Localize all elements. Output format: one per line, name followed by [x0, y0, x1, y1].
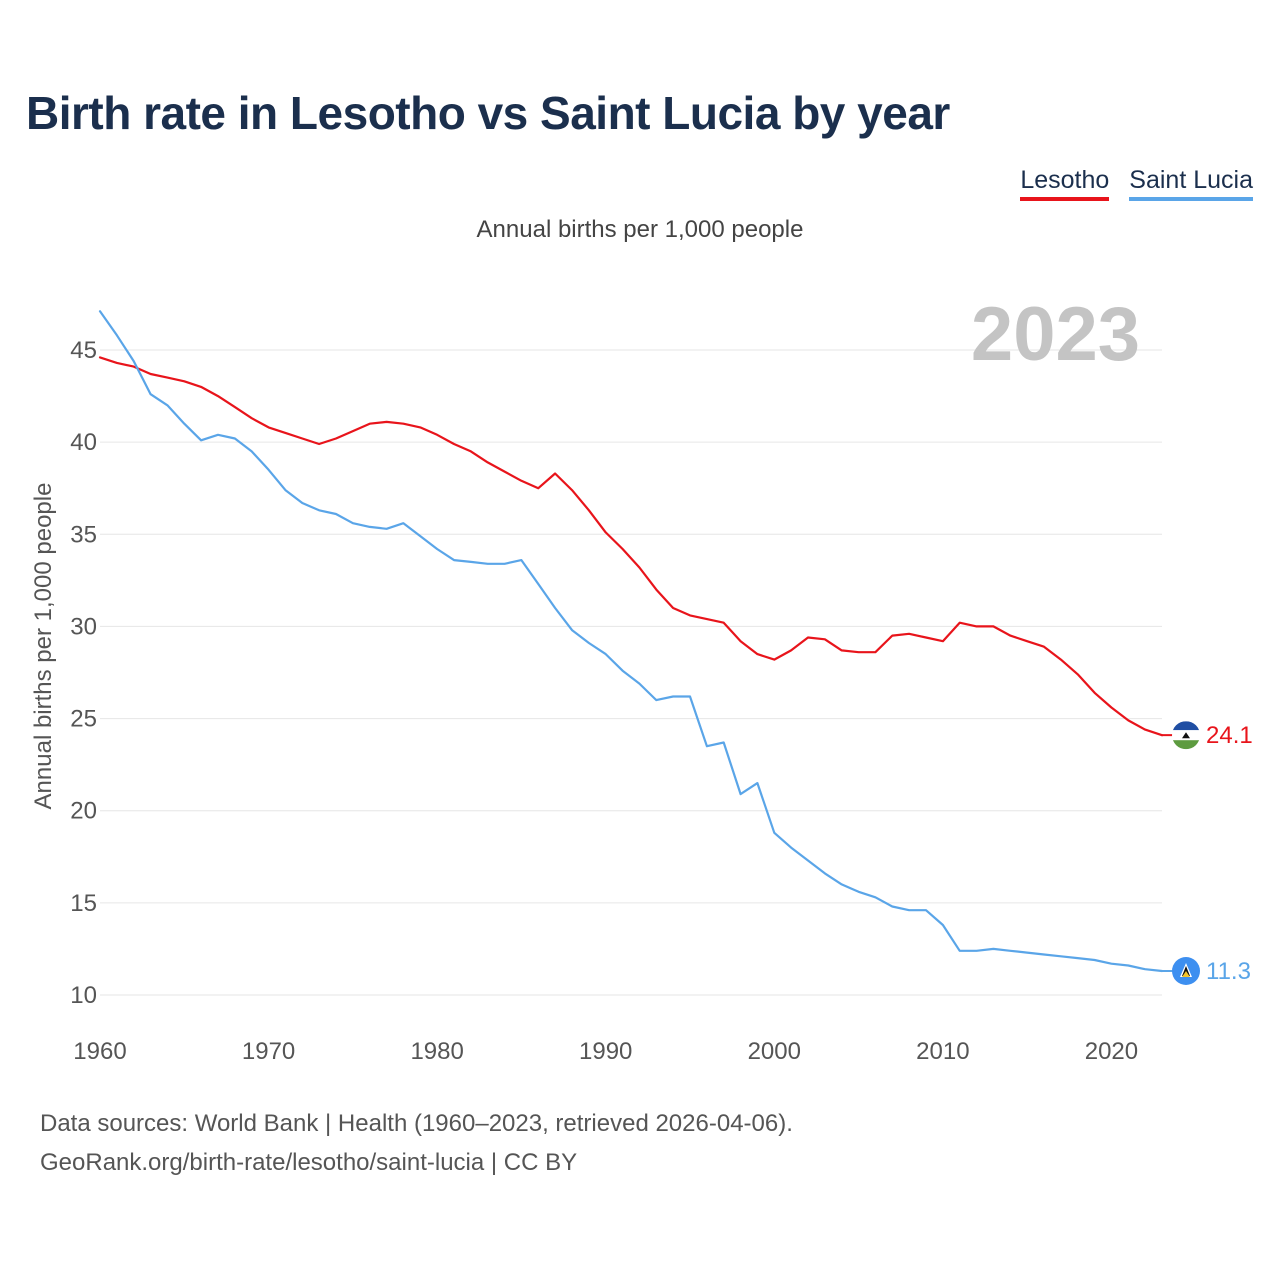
- x-tick-label: 2010: [916, 1038, 969, 1065]
- y-axis-label: Annual births per 1,000 people: [30, 483, 57, 810]
- series-line-saint-lucia: [98, 310, 1164, 973]
- y-tick-label: 20: [70, 798, 97, 825]
- gridlines: [100, 349, 1162, 996]
- y-tick-label: 10: [70, 982, 97, 1009]
- chart-title: Birth rate in Lesotho vs Saint Lucia by …: [26, 87, 950, 139]
- footer-credit: GeoRank.org/birth-rate/lesotho/saint-luc…: [40, 1149, 578, 1176]
- series-line-lesotho: [98, 356, 1164, 737]
- x-tick-label: 1990: [579, 1038, 632, 1065]
- x-tick-label: 2020: [1085, 1038, 1138, 1065]
- y-tick-label: 40: [70, 429, 97, 456]
- x-tick-label: 2000: [748, 1038, 801, 1065]
- legend: Lesotho Saint Lucia: [1020, 166, 1253, 201]
- x-axis-ticks: 1960 1970 1980 1990 2000 2010 2020: [73, 1038, 1138, 1065]
- legend-item-saint-lucia[interactable]: Saint Lucia: [1129, 166, 1253, 201]
- x-tick-label: 1980: [410, 1038, 463, 1065]
- y-tick-label: 15: [70, 890, 97, 917]
- legend-item-lesotho[interactable]: Lesotho: [1020, 166, 1110, 201]
- footer-sources: Data sources: World Bank | Health (1960–…: [40, 1110, 793, 1137]
- lesotho-flag-icon: [1172, 721, 1200, 750]
- y-tick-label: 45: [70, 337, 97, 364]
- footer: Data sources: World Bank | Health (1960–…: [40, 1104, 793, 1182]
- end-markers: [1172, 721, 1200, 985]
- saint-lucia-flag-icon: [1172, 957, 1200, 985]
- chart-subtitle: Annual births per 1,000 people: [476, 216, 804, 243]
- y-tick-label: 35: [70, 521, 97, 548]
- x-tick-label: 1960: [73, 1038, 126, 1065]
- x-tick-label: 1970: [242, 1038, 295, 1065]
- end-value-label: 11.3: [1206, 958, 1251, 985]
- end-labels: 24.1 11.3: [1206, 722, 1253, 985]
- y-tick-label: 30: [70, 613, 97, 640]
- y-axis-ticks: 10 15 20 25 30 35 40 45: [70, 337, 97, 1009]
- line-chart: 2023 10 15 20 25 30 35 40 45 1960 1970 1980 1990 20…: [30, 292, 1253, 1065]
- y-tick-label: 25: [70, 706, 97, 733]
- end-value-label: 24.1: [1206, 722, 1253, 749]
- series-lines: [98, 310, 1186, 973]
- year-watermark: 2023: [971, 292, 1140, 377]
